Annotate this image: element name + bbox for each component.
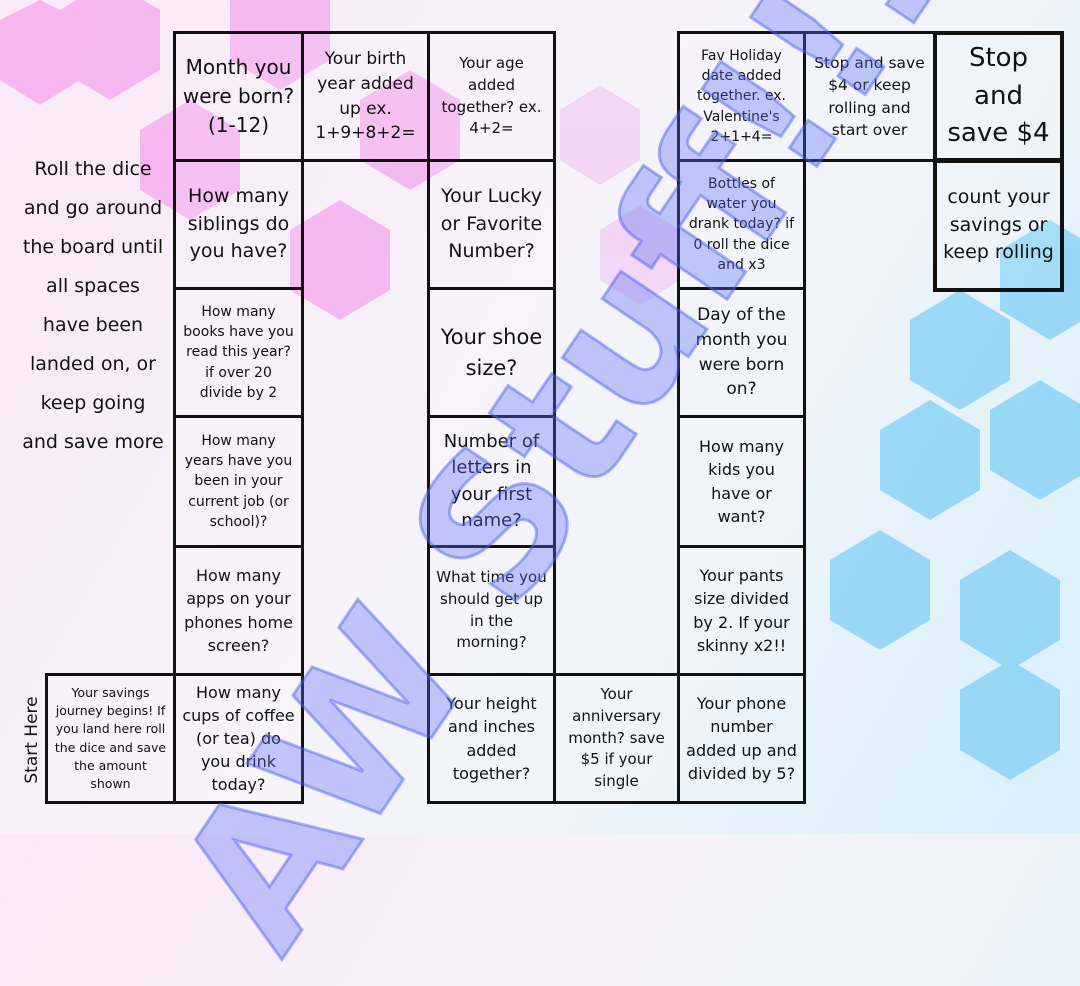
board-space: Month you were born? (1-12) [173,31,304,162]
board-space: count your savings or keep rolling [933,159,1064,292]
board-space: Your shoe size? [427,287,556,418]
board-space: Stop and save $4 [933,31,1064,162]
instructions: Roll the dice and go around the board un… [22,158,164,453]
board-space: How many cups of coffee (or tea) do you … [173,673,304,804]
board-space: How many kids you have or want? [677,415,806,548]
board-space: Your height and inches added together? [427,673,556,804]
board-space: Fav Holiday date added together. ex. Val… [677,31,806,162]
board-space: How many years have you been in your cur… [173,415,304,548]
board-space: Your pants size divided by 2. If your sk… [677,545,806,676]
board-space: Your Lucky or Favorite Number? [427,159,556,290]
background [0,0,1080,780]
board-space: Your anniversary month? save $5 if your … [553,673,680,804]
board-space: Your birth year added up ex. 1+9+8+2= [301,31,430,162]
board-space: What time you should get up in the morni… [427,545,556,676]
board-space: Your phone number added up and divided b… [677,673,806,804]
board-space: How many siblings do you have? [173,159,304,290]
board-space: Your age added together? ex. 4+2= [427,31,556,162]
board-space: Your savings journey begins! If you land… [45,673,176,804]
board-space: How many books have you read this year? … [173,287,304,418]
board-space: How many apps on your phones home screen… [173,545,304,676]
board-space: Number of letters in your first name? [427,415,556,548]
board-space: Bottles of water you drank today? if 0 r… [677,159,806,290]
board-space: Stop and save $4 or keep rolling and sta… [803,31,936,162]
start-label: Start Here [22,696,42,784]
board-space: Day of the month you were born on? [677,287,806,418]
